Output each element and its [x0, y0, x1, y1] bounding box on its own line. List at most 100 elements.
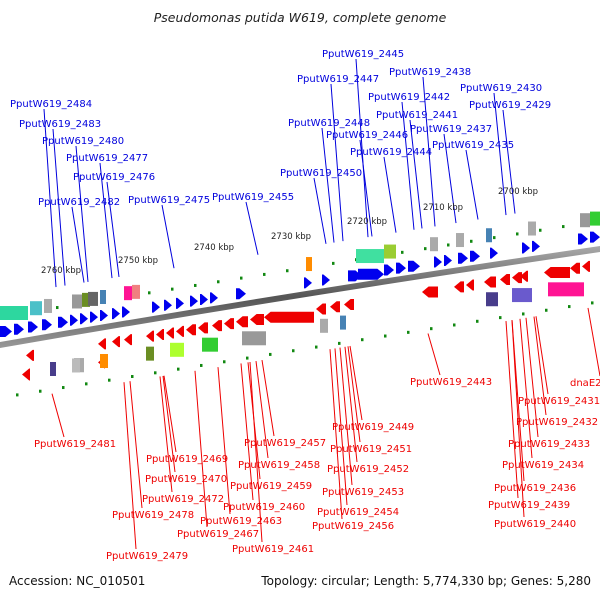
- domain-box: [202, 337, 218, 352]
- leader-line: [502, 109, 516, 214]
- leader-line: [249, 361, 263, 543]
- tick-mark: [493, 236, 496, 240]
- leader-line: [106, 181, 120, 278]
- forward-gene-arrow: [112, 308, 120, 320]
- tick-mark: [62, 386, 65, 390]
- leader-line: [261, 360, 275, 437]
- forward-gene-label: PputW619_2448: [288, 118, 370, 129]
- forward-gene-label: PputW619_2450: [280, 168, 362, 179]
- domain-box: [356, 249, 384, 264]
- reverse-gene-arrow: [500, 274, 510, 285]
- leader-line: [422, 76, 436, 227]
- domain-box: [50, 362, 56, 376]
- reverse-gene-label: PputW619_2469: [146, 454, 228, 465]
- leader-line: [51, 393, 65, 438]
- reverse-gene-arrow: [26, 349, 34, 361]
- leader-line: [535, 316, 549, 395]
- leader-line: [217, 367, 231, 515]
- forward-gene-arrow: [164, 299, 172, 311]
- reverse-gene-arrow: [236, 316, 248, 328]
- tick-mark: [499, 316, 502, 320]
- reverse-gene-arrow: [344, 298, 354, 310]
- leader-line: [71, 206, 85, 283]
- tick-mark: [361, 338, 364, 342]
- reverse-gene-arrow: [570, 262, 580, 274]
- leader-line: [162, 375, 176, 473]
- tick-mark: [39, 389, 42, 393]
- reverse-gene-label: PputW619_2432: [516, 417, 598, 428]
- leader-line: [339, 347, 353, 486]
- reverse-gene-label: PputW619_2463: [200, 516, 282, 527]
- leader-line: [159, 376, 173, 493]
- forward-gene-arrow: [176, 297, 184, 309]
- reverse-gene-label: PputW619_2467: [177, 529, 259, 540]
- forward-gene-label: PputW619_2475: [128, 195, 210, 206]
- domain-box: [590, 211, 600, 226]
- domain-box: [170, 342, 184, 357]
- reverse-gene-label: PputW619_2460: [223, 502, 305, 513]
- leader-line: [409, 119, 423, 229]
- tick-mark: [545, 308, 548, 312]
- forward-gene-arrow: [384, 264, 394, 276]
- leader-line: [465, 149, 479, 220]
- domain-box: [548, 282, 584, 297]
- forward-gene-label: PputW619_2445: [322, 49, 404, 60]
- tick-mark: [338, 341, 341, 345]
- tick-mark: [217, 280, 220, 284]
- reverse-gene-label: PputW619_2449: [332, 422, 414, 433]
- forward-gene-label: PputW619_2446: [326, 130, 408, 141]
- reverse-gene-label: dnaE2: [570, 378, 600, 389]
- forward-gene-arrow: [100, 310, 108, 321]
- leader-line: [505, 321, 519, 499]
- leader-line: [511, 320, 525, 518]
- tick-mark: [562, 225, 565, 229]
- tick-mark: [453, 323, 456, 327]
- forward-gene-arrow: [200, 294, 208, 305]
- forward-gene-arrow: [14, 323, 24, 335]
- tick-mark: [154, 371, 157, 375]
- reverse-gene-arrow: [112, 336, 120, 348]
- reverse-gene-arrow: [176, 325, 184, 337]
- reverse-gene-label: PputW619_2458: [238, 460, 320, 471]
- leader-line: [194, 370, 208, 528]
- reverse-gene-label: PputW619_2451: [330, 444, 412, 455]
- forward-gene-label: PputW619_2429: [469, 100, 551, 111]
- tick-mark: [568, 305, 571, 309]
- reverse-gene-label: PputW619_2478: [112, 510, 194, 521]
- leader-line: [321, 127, 335, 243]
- leader-line: [43, 108, 57, 288]
- forward-gene-arrow: [122, 306, 130, 318]
- reverse-gene-arrow: [466, 279, 474, 291]
- tick-mark: [430, 327, 433, 331]
- domain-box: [340, 315, 346, 330]
- tick-mark: [476, 319, 479, 323]
- leader-line: [519, 318, 533, 459]
- domain-box: [456, 233, 464, 248]
- kbp-tick-label: 2710 kbp: [423, 203, 463, 213]
- domain-box: [44, 298, 52, 313]
- domain-box: [306, 257, 312, 272]
- forward-gene-label: PputW619_2447: [297, 74, 379, 85]
- forward-gene-arrow: [70, 314, 78, 326]
- forward-gene-arrow: [444, 254, 452, 266]
- tick-mark: [246, 356, 249, 360]
- genome-summary: Topology: circular; Length: 5,774,330 bp…: [261, 574, 591, 588]
- domain-box: [100, 290, 106, 304]
- tick-mark: [223, 360, 226, 364]
- leader-line: [587, 307, 600, 377]
- domain-box: [320, 318, 328, 333]
- forward-gene-arrow: [358, 268, 384, 280]
- leader-line: [240, 363, 254, 501]
- forward-gene-arrow: [434, 256, 442, 268]
- reverse-gene-label: PputW619_2461: [232, 544, 314, 555]
- reverse-gene-arrow: [124, 334, 132, 346]
- forward-gene-arrow: [190, 295, 198, 307]
- domain-box: [512, 288, 532, 303]
- leader-line: [313, 177, 327, 244]
- domain-box: [486, 292, 498, 307]
- tick-mark: [171, 287, 174, 291]
- forward-gene-arrow: [522, 242, 530, 254]
- forward-gene-label: PputW619_2438: [389, 67, 471, 78]
- tick-mark: [177, 367, 180, 371]
